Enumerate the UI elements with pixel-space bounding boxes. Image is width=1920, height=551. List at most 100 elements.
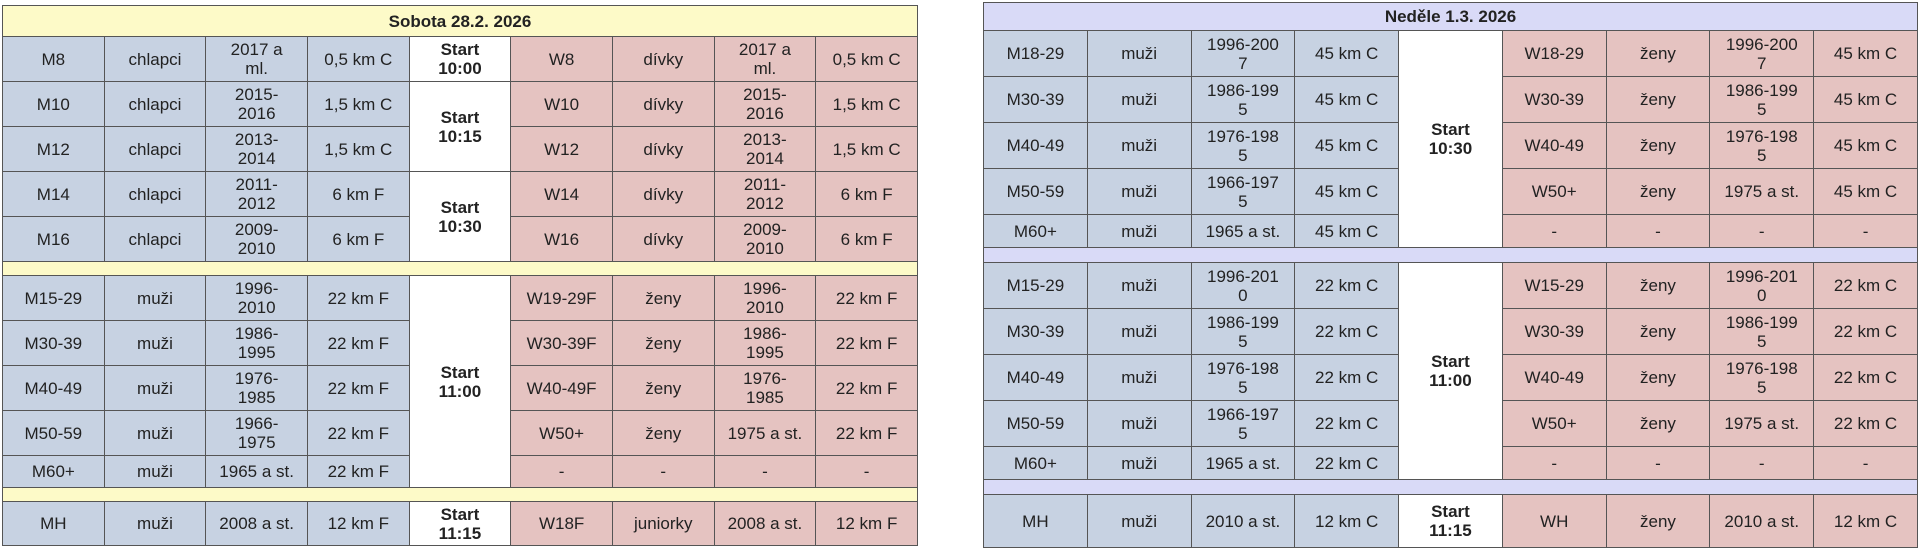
men-distance-cell: 45 km C	[1294, 76, 1400, 123]
men-category-cell: M30-39	[2, 320, 105, 366]
table-row: MH muži 2008 a st. 12 km F Start 11:15 W18F ju…	[2, 501, 918, 546]
men-distance-cell: 22 km C	[1294, 262, 1400, 309]
women-birth-years-cell: 1996- 2010	[713, 275, 817, 321]
table-row: M12 chlapci 2013- 2014 1,5 km C W12 dívky 2013…	[2, 126, 918, 172]
women-category-cell: W16	[510, 216, 613, 262]
men-birth-years-cell: 1996- 2010	[205, 275, 308, 321]
table-row: M50-59 muži 1966-197 5 22 km C W50+ ženy 1975 …	[983, 400, 1918, 447]
men-category-cell: M15-29	[2, 275, 105, 321]
men-distance-cell: 22 km F	[306, 320, 410, 366]
women-distance-cell: 22 km C	[1813, 262, 1918, 309]
men-birth-years-cell: 1976-198 5	[1190, 122, 1296, 169]
women-category-cell: W15-29	[1501, 262, 1607, 309]
women-group-cell: juniorky	[611, 501, 715, 546]
women-distance-cell: 6 km F	[815, 171, 918, 217]
men-group-cell: chlapci	[103, 81, 207, 127]
women-distance-cell: 22 km C	[1813, 308, 1918, 355]
men-category-cell: M60+	[983, 446, 1088, 480]
women-group-cell: dívky	[611, 216, 715, 262]
men-group-cell: muži	[1086, 30, 1192, 77]
women-category-cell: W50+	[1501, 400, 1607, 447]
table-row: MH muži 2010 a st. 12 km C Start 11:15 WH ženy…	[983, 494, 1918, 548]
women-group-cell: -	[1605, 446, 1711, 480]
women-birth-years-cell: 2011- 2012	[713, 171, 817, 217]
women-group-cell: dívky	[611, 126, 715, 172]
men-distance-cell: 12 km C	[1294, 494, 1400, 548]
women-birth-years-cell: 2008 a st.	[713, 501, 817, 546]
women-category-cell: W30-39	[1501, 308, 1607, 355]
women-birth-years-cell: 1976- 1985	[713, 365, 817, 411]
group-separator	[2, 487, 918, 502]
men-birth-years-cell: 1996-200 7	[1190, 30, 1296, 77]
women-group-cell: ženy	[1605, 76, 1711, 123]
men-category-cell: M60+	[983, 214, 1088, 248]
women-birth-years-cell: -	[1709, 214, 1815, 248]
men-group-cell: muži	[1086, 400, 1192, 447]
table-row: M30-39 muži 1986-199 5 45 km C W30-39 ženy 198…	[983, 76, 1918, 123]
men-birth-years-cell: 1986-199 5	[1190, 308, 1296, 355]
men-distance-cell: 22 km F	[306, 455, 410, 488]
men-birth-years-cell: 2013- 2014	[205, 126, 308, 172]
men-group-cell: chlapci	[103, 216, 207, 262]
men-group-cell: muži	[1086, 494, 1192, 548]
women-category-cell: WH	[1501, 494, 1607, 548]
women-distance-cell: 1,5 km C	[815, 126, 918, 172]
men-distance-cell: 22 km C	[1294, 308, 1400, 355]
men-group-cell: chlapci	[103, 36, 207, 82]
men-distance-cell: 45 km C	[1294, 214, 1400, 248]
men-category-cell: M50-59	[983, 168, 1088, 215]
start-time-cell: Start 11:15	[1398, 494, 1503, 548]
table-row: M14 chlapci 2011- 2012 6 km F Start 10:30 W14…	[2, 171, 918, 262]
men-group-cell: muži	[103, 365, 207, 411]
start-time-cell: Start 10:00	[408, 36, 512, 82]
men-birth-years-cell: 1976-198 5	[1190, 354, 1296, 401]
men-category-cell: M15-29	[983, 262, 1088, 309]
women-birth-years-cell: -	[713, 455, 817, 488]
women-group-cell: ženy	[611, 320, 715, 366]
men-group-cell: muži	[1086, 214, 1192, 248]
men-distance-cell: 0,5 km C	[306, 36, 410, 82]
start-time-cell: Start 11:00	[408, 275, 512, 488]
men-category-cell: M30-39	[983, 76, 1088, 123]
men-group-cell: muži	[1086, 354, 1192, 401]
men-group-cell: muži	[1086, 262, 1192, 309]
table-row: M15-29 muži 1996- 2010 22 km F Start 11:00 W1…	[2, 275, 918, 488]
men-category-cell: M10	[2, 81, 105, 127]
women-category-cell: W40-49	[1501, 122, 1607, 169]
men-group-cell: muži	[103, 455, 207, 488]
men-birth-years-cell: 2009- 2010	[205, 216, 308, 262]
men-group-cell: muži	[103, 410, 207, 456]
men-birth-years-cell: 1965 a st.	[1190, 446, 1296, 480]
women-category-cell: -	[1501, 446, 1607, 480]
women-group-cell: ženy	[1605, 308, 1711, 355]
women-distance-cell: -	[1813, 214, 1918, 248]
women-distance-cell: 45 km C	[1813, 168, 1918, 215]
men-category-cell: M50-59	[983, 400, 1088, 447]
women-category-cell: W40-49F	[510, 365, 613, 411]
table-row: M50-59 muži 1966- 1975 22 km F W50+ ženy 1975 …	[2, 410, 918, 456]
women-birth-years-cell: 2013- 2014	[713, 126, 817, 172]
women-group-cell: ženy	[1605, 262, 1711, 309]
women-group-cell: dívky	[611, 81, 715, 127]
men-distance-cell: 12 km F	[306, 501, 410, 546]
start-time-cell: Start 11:00	[1398, 262, 1503, 480]
men-birth-years-cell: 1976- 1985	[205, 365, 308, 411]
men-category-cell: MH	[2, 501, 105, 546]
women-group-cell: dívky	[611, 171, 715, 217]
women-distance-cell: -	[1813, 446, 1918, 480]
table-row: M50-59 muži 1966-197 5 45 km C W50+ ženy 1975 …	[983, 168, 1918, 215]
women-distance-cell: -	[815, 455, 918, 488]
table-row: M16 chlapci 2009- 2010 6 km F W16 dívky 2009- …	[2, 216, 918, 262]
table-row: M40-49 muži 1976-198 5 22 km C W40-49 ženy 197…	[983, 354, 1918, 401]
men-distance-cell: 6 km F	[306, 171, 410, 217]
men-category-cell: M16	[2, 216, 105, 262]
women-category-cell: -	[510, 455, 613, 488]
women-birth-years-cell: 2017 a ml.	[713, 36, 817, 82]
men-group-cell: muži	[1086, 122, 1192, 169]
men-category-cell: M40-49	[983, 354, 1088, 401]
men-category-cell: M8	[2, 36, 105, 82]
women-distance-cell: 22 km F	[815, 275, 918, 321]
men-distance-cell: 22 km C	[1294, 354, 1400, 401]
women-group-cell: ženy	[1605, 30, 1711, 77]
table-row: M40-49 muži 1976-198 5 45 km C W40-49 ženy 197…	[983, 122, 1918, 169]
